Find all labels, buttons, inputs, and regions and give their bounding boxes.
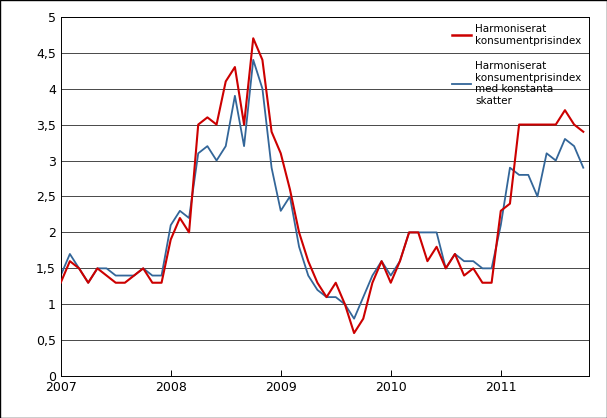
Legend: Harmoniserat
konsumentprisindex, Harmoniserat
konsumentprisindex
med konstanta
s: Harmoniserat konsumentprisindex, Harmoni… [448,20,586,110]
